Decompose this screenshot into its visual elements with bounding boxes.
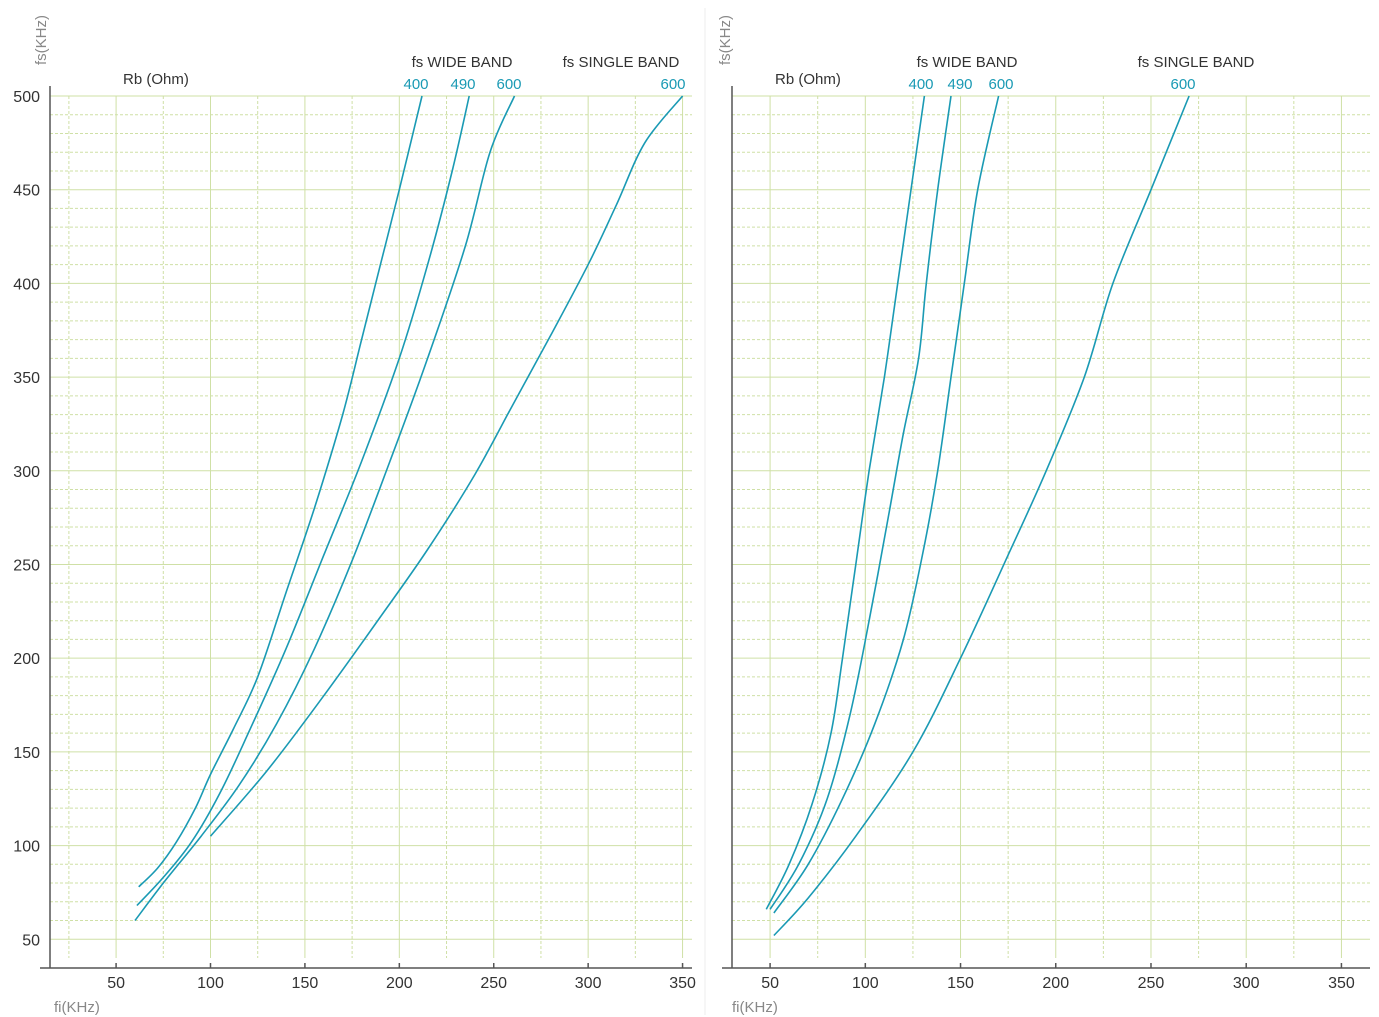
x-tick-label: 200 (386, 975, 413, 992)
series-label-wide-490: 490 (947, 76, 972, 93)
y-tick-label: 450 (13, 183, 40, 200)
series-line-wide-490 (769, 95, 952, 910)
rb-label: Rb (Ohm) (775, 71, 841, 88)
series-line-single-600 (209, 95, 684, 837)
grid (732, 95, 1370, 958)
series-label-wide-600: 600 (496, 76, 521, 93)
y-axis-label: fs(KHz) (717, 15, 734, 65)
single-band-label: fs SINGLE BAND (1138, 54, 1255, 71)
x-tick-label: 100 (852, 975, 879, 992)
x-axis-label: fi(KHz) (732, 999, 778, 1016)
y-tick-label: 350 (13, 370, 40, 387)
x-tick-label: 150 (947, 975, 974, 992)
x-tick-label: 350 (1328, 975, 1355, 992)
y-axis-label: fs(KHz) (33, 15, 50, 65)
grid (50, 95, 692, 958)
y-tick-label: 50 (22, 932, 40, 949)
x-tick-label: 300 (575, 975, 602, 992)
y-tick-label: 200 (13, 651, 40, 668)
series-line-single-600 (773, 95, 1190, 937)
y-tick-label: 150 (13, 745, 40, 762)
series-label-wide-490: 490 (450, 76, 475, 93)
x-axis-label: fi(KHz) (54, 999, 100, 1016)
series-label-wide-600: 600 (988, 76, 1013, 93)
series-label-single-600: 600 (660, 76, 685, 93)
x-tick-label: 100 (197, 975, 224, 992)
x-tick-label: 250 (1138, 975, 1165, 992)
series-line-wide-600 (773, 95, 1000, 914)
y-tick-label: 300 (13, 464, 40, 481)
x-tick-label: 300 (1233, 975, 1260, 992)
x-tick-label: 50 (761, 975, 779, 992)
series-line-wide-490 (136, 95, 470, 907)
wide-band-label: fs WIDE BAND (917, 54, 1018, 71)
x-tick-label: 200 (1042, 975, 1069, 992)
series-label-single-600: 600 (1170, 76, 1195, 93)
y-tick-label: 250 (13, 557, 40, 574)
chart-left: 50 100 150 200 250 300 350 50 100 150 200 250 300 350… (13, 15, 696, 1016)
x-tick-label: 50 (107, 975, 125, 992)
series-label-wide-400: 400 (403, 76, 428, 93)
series-label-wide-400: 400 (908, 76, 933, 93)
rb-label: Rb (Ohm) (123, 71, 189, 88)
series-line-wide-400 (765, 95, 926, 910)
chart-right: 50 100 150 200 250 300 350 fs(KHz) fi(KHz) Rb (Oh… (717, 15, 1370, 1016)
single-band-label: fs SINGLE BAND (563, 54, 680, 71)
y-tick-label: 100 (13, 839, 40, 856)
y-tick-label: 400 (13, 276, 40, 293)
wide-band-label: fs WIDE BAND (412, 54, 513, 71)
y-tick-label: 500 (13, 89, 40, 106)
x-tick-label: 150 (292, 975, 319, 992)
x-tick-label: 250 (480, 975, 507, 992)
series-line-wide-400 (138, 95, 423, 888)
series-line-wide-600 (134, 95, 516, 921)
x-tick-label: 350 (669, 975, 696, 992)
